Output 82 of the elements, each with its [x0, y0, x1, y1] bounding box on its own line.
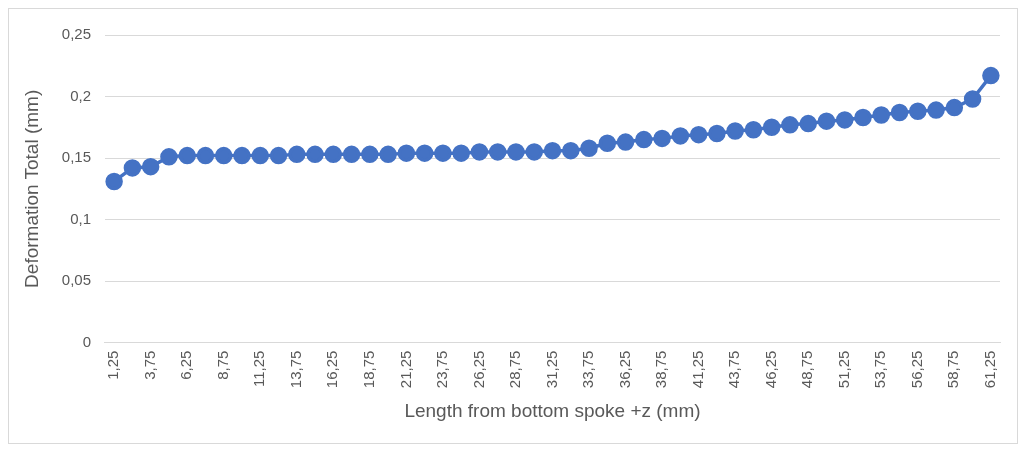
x-tick-label: 18,75 [359, 350, 377, 389]
y-tick-label: 0 [82, 332, 91, 350]
point [945, 98, 964, 117]
x-tick-label: 58,75 [944, 350, 962, 389]
x-tick-label: 41,25 [688, 350, 706, 389]
point [141, 157, 160, 176]
x-tick-label: 33,75 [579, 350, 597, 389]
x-tick-label: 61,25 [981, 350, 999, 389]
point [562, 141, 580, 160]
point [251, 146, 269, 165]
point [361, 145, 379, 164]
point [616, 133, 635, 151]
point [927, 101, 945, 119]
point [160, 148, 178, 166]
point [781, 116, 799, 134]
point [982, 66, 1000, 85]
x-tick-label: 53,75 [871, 350, 889, 389]
x-tick-label: 8,75 [213, 350, 231, 380]
y-tick-label: 0,25 [61, 25, 91, 43]
y-axis-title: Deformation Total (mm) [20, 89, 42, 288]
x-tick-label: 26,25 [469, 350, 487, 389]
point [598, 134, 617, 153]
point [397, 144, 416, 162]
point [434, 144, 452, 162]
point [507, 143, 525, 161]
x-tick-label: 36,25 [615, 350, 633, 389]
point [762, 118, 781, 137]
point [543, 141, 562, 160]
point [105, 172, 123, 191]
x-tick-label: 23,75 [433, 350, 451, 389]
point [909, 102, 927, 121]
x-tick-label: 31,25 [542, 350, 560, 389]
point [196, 146, 215, 165]
x-tick-label: 51,25 [834, 350, 852, 389]
x-tick-label: 48,75 [798, 350, 816, 389]
point [836, 111, 854, 129]
x-tick-label: 38,75 [652, 350, 670, 389]
x-axis-title: Length from bottom spoke +z (mm) [404, 399, 701, 421]
point [744, 121, 763, 139]
point [580, 139, 598, 157]
point [708, 124, 726, 143]
point [452, 144, 470, 162]
point [635, 130, 653, 149]
x-tick-label: 6,25 [177, 350, 195, 380]
point [525, 143, 543, 161]
point [872, 106, 891, 124]
x-tick-label: 21,25 [396, 350, 414, 389]
x-tick-label: 13,75 [286, 350, 304, 389]
x-tick-label: 11,25 [250, 350, 268, 388]
y-tick-label: 0,2 [70, 86, 91, 104]
point [854, 108, 872, 127]
y-tick-label: 0,1 [70, 209, 91, 227]
x-tick-label: 56,25 [907, 350, 925, 389]
point [726, 122, 744, 140]
x-tick-label: 46,25 [761, 350, 779, 389]
point [689, 125, 708, 144]
point [123, 159, 142, 177]
point [214, 146, 233, 165]
point [379, 145, 397, 164]
point [890, 103, 909, 122]
point [178, 146, 196, 165]
y-tick-label: 0,05 [61, 271, 91, 289]
x-tick-label: 43,75 [725, 350, 743, 389]
point [306, 145, 324, 164]
y-tick-label: 0,15 [61, 148, 91, 166]
point [233, 146, 251, 165]
x-tick-label: 3,75 [140, 350, 158, 380]
point [488, 143, 507, 161]
point [799, 114, 817, 133]
point [288, 145, 306, 164]
point [269, 146, 288, 165]
x-tick-label: 1,25 [104, 350, 122, 380]
point [963, 90, 982, 108]
point [342, 145, 361, 164]
x-tick-label: 28,75 [506, 350, 524, 389]
point [653, 129, 671, 148]
point [324, 145, 343, 164]
point [470, 143, 489, 161]
point [671, 127, 690, 145]
point [415, 144, 434, 162]
x-tick-label: 16,25 [323, 350, 341, 389]
point [817, 112, 836, 130]
